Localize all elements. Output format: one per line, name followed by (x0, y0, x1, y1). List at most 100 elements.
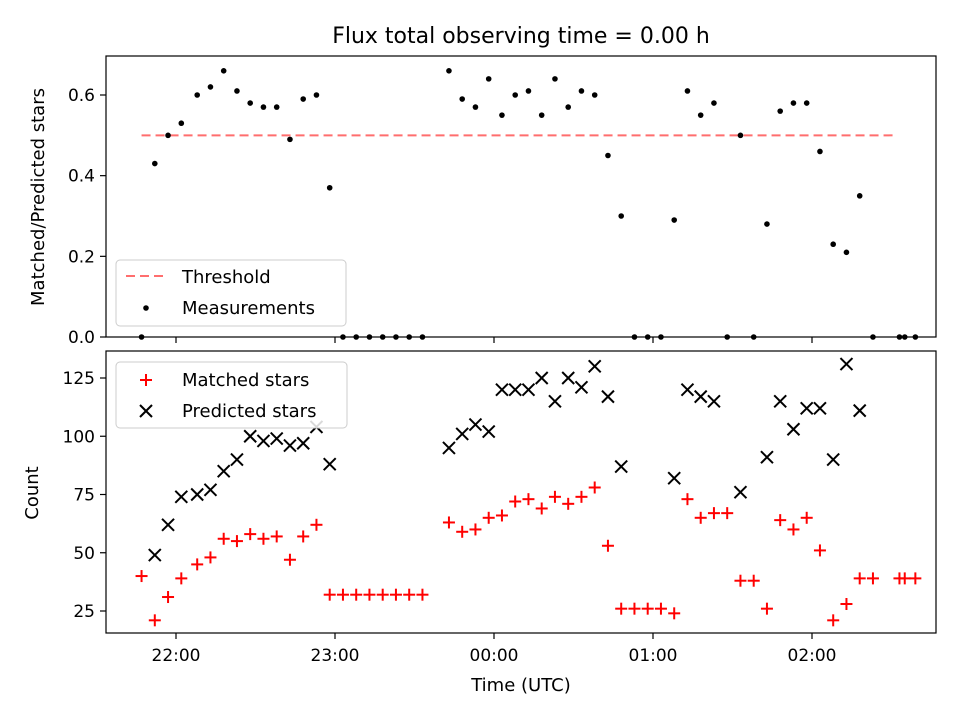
matched-star-point (175, 572, 188, 585)
bottom-x-axis-ticks: 22:00 23:00 00:00 01:00 02:00 (152, 633, 837, 666)
matched-star-point (376, 588, 389, 601)
x-tick-label: 02:00 (788, 646, 837, 666)
matched-star-point (575, 490, 588, 503)
matched-star-point (204, 551, 217, 564)
x-tick-label: 23:00 (311, 646, 360, 666)
matched-star-point (774, 514, 787, 527)
predicted-star-point (799, 401, 814, 415)
matched-star-point (522, 493, 535, 506)
predicted-star-point (574, 380, 589, 395)
y-tick-label: 125 (63, 369, 95, 389)
predicted-star-point (548, 394, 562, 409)
matched-star-point (707, 507, 720, 520)
measurement-point (260, 104, 267, 110)
measurement-point (234, 88, 240, 94)
bottom-legend-box (115, 361, 348, 429)
measurement-point (152, 160, 158, 167)
matched-star-point (509, 495, 522, 508)
matched-star-point (535, 502, 548, 515)
matched-star-point (628, 602, 641, 615)
bottom-plot-frame (105, 350, 937, 634)
measurement-point (247, 100, 253, 106)
measurement-point (790, 100, 797, 106)
matched-star-point (800, 511, 813, 524)
measurement-point (220, 68, 227, 74)
chart-title: Flux total observing time = 0.00 h (332, 24, 710, 49)
matched-star-point (787, 523, 800, 536)
predicted-star-point (707, 394, 721, 409)
bottom-data-marks (135, 357, 922, 627)
matched-star-point (270, 530, 283, 543)
matched-star-point (840, 598, 853, 611)
measurement-point (830, 241, 836, 248)
predicted-star-point (508, 382, 522, 397)
predicted-star-point (256, 434, 271, 448)
measurement-point (697, 112, 704, 118)
measurement-point (671, 217, 677, 223)
matched-star-point (350, 588, 363, 601)
matched-star-point (310, 518, 323, 531)
matched-star-point (257, 532, 270, 545)
top-legend-box (115, 259, 347, 327)
matched-star-point (297, 530, 310, 543)
predicted-star-point (852, 403, 867, 418)
x-tick-label: 22:00 (152, 646, 201, 666)
measurement-point (817, 148, 823, 155)
measurement-point (737, 132, 744, 139)
legend-threshold-label: Threshold (181, 267, 271, 288)
predicted-star-point (667, 471, 681, 485)
predicted-star-point (839, 357, 854, 371)
x-tick-label: 01:00 (629, 646, 678, 666)
matched-star-point (217, 532, 230, 545)
predicted-star-point (283, 438, 297, 453)
predicted-star-point (587, 359, 602, 374)
y-tick-label: 75 (73, 486, 95, 506)
matched-star-point (866, 572, 879, 585)
matched-star-point (734, 574, 747, 587)
matched-star-point (363, 588, 376, 601)
y-tick-label: 50 (73, 544, 95, 564)
matched-star-point (323, 588, 336, 601)
predicted-star-point (773, 394, 787, 409)
predicted-star-point (203, 483, 218, 497)
measurement-point (684, 88, 691, 94)
bottom-panel: 25 50 75 100 125 22:00 23:00 00:00 01:00 02:00 C… (22, 350, 937, 696)
measurement-point (472, 104, 479, 110)
predicted-star-point (760, 450, 774, 464)
measurement-point (512, 92, 518, 98)
top-x-axis-ticks (175, 337, 813, 343)
measurement-point (777, 108, 783, 114)
matched-star-point (495, 509, 508, 522)
matched-star-point (135, 570, 148, 583)
predicted-star-point (216, 464, 231, 478)
matched-star-point (562, 497, 575, 510)
matched-star-point (336, 588, 349, 601)
predicted-star-point (534, 371, 549, 385)
matched-star-point (456, 525, 469, 538)
matched-star-point (389, 588, 402, 601)
matched-star-point (641, 602, 654, 615)
matched-star-point (442, 516, 455, 529)
measurement-point (459, 96, 466, 102)
matched-star-point (827, 614, 840, 627)
bottom-legend: Matched stars Predicted stars (115, 361, 348, 429)
matched-star-point (548, 490, 561, 503)
predicted-star-point (269, 431, 284, 446)
predicted-star-point (161, 518, 175, 532)
measurement-point (313, 92, 320, 98)
x-axis-label: Time (UTC) (470, 675, 571, 696)
measurement-point (485, 76, 492, 82)
y-tick-label: 0.6 (68, 86, 95, 106)
predicted-star-point (733, 485, 748, 499)
measurement-point (273, 104, 280, 110)
matched-star-point (283, 553, 296, 566)
y-tick-label: 100 (63, 427, 95, 447)
matched-star-point (588, 481, 601, 494)
predicted-star-point (614, 459, 628, 474)
predicted-star-point (243, 429, 257, 443)
measurement-point (565, 104, 571, 110)
measurement-point (194, 92, 200, 98)
predicted-star-point (322, 457, 337, 471)
measurement-point (843, 249, 850, 256)
measurement-point (178, 120, 185, 127)
